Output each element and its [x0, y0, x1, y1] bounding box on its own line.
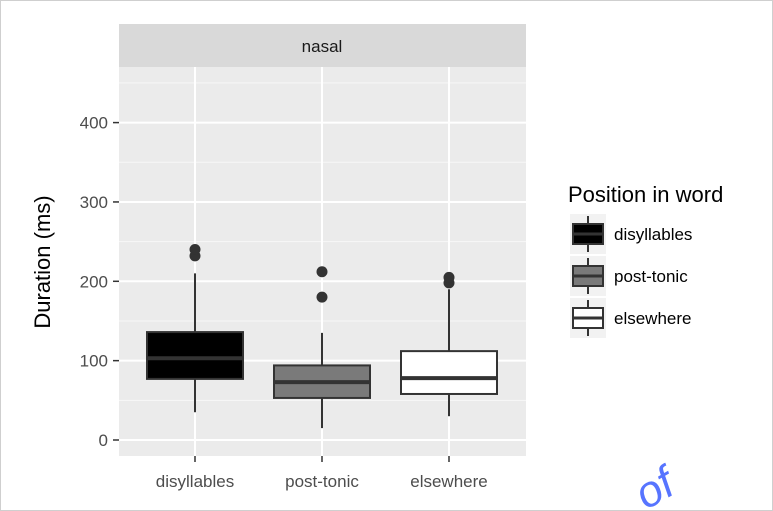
boxes [146, 244, 498, 429]
facet-label: nasal [302, 37, 343, 56]
watermark: of [627, 456, 687, 511]
outlier-point [316, 266, 328, 278]
x-tick-label: disyllables [156, 472, 234, 491]
legend-title: Position in word [568, 182, 723, 207]
y-tick-label: 200 [80, 272, 108, 291]
legend-label: post-tonic [614, 267, 688, 286]
x-axis: disyllables post-tonic elsewhere [156, 456, 488, 491]
x-tick-label: elsewhere [410, 472, 488, 491]
y-tick-label: 100 [80, 352, 108, 371]
outlier-point [316, 291, 328, 303]
y-tick-label: 300 [80, 193, 108, 212]
legend-item-post-tonic: post-tonic [570, 256, 688, 296]
legend: Position in word disyllables post-tonic el… [568, 182, 723, 338]
y-tick-label: 400 [80, 114, 108, 133]
x-tick-label: post-tonic [285, 472, 359, 491]
y-axis: 0 100 200 300 400 [80, 114, 119, 450]
box-disyllables [146, 244, 244, 413]
box-elsewhere [400, 271, 498, 417]
outlier-point [189, 244, 201, 256]
box-post-tonic [273, 266, 371, 429]
y-tick-label: 0 [99, 431, 108, 450]
legend-label: elsewhere [614, 309, 692, 328]
legend-item-elsewhere: elsewhere [570, 298, 692, 338]
outlier-point [443, 271, 455, 283]
facet-strip [119, 24, 526, 67]
box-body [400, 350, 498, 395]
box-body [146, 331, 244, 380]
legend-label: disyllables [614, 225, 692, 244]
legend-item-disyllables: disyllables [570, 214, 692, 254]
y-axis-title: Duration (ms) [30, 195, 55, 328]
